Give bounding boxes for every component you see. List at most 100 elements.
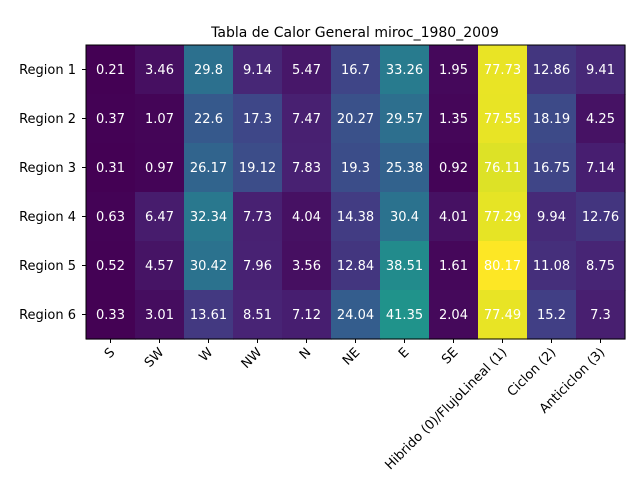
heatmap-cell — [527, 94, 577, 144]
cell-value-label: 7.12 — [292, 308, 321, 323]
heatmap-cell — [282, 192, 332, 242]
cell-value-label: 7.96 — [243, 259, 272, 274]
cell-value-label: 0.97 — [145, 161, 174, 176]
cell-value-label: 6.47 — [145, 210, 174, 225]
heatmap-cell — [184, 45, 234, 95]
heatmap-cell — [576, 290, 626, 340]
heatmap-cell — [380, 192, 430, 242]
cell-value-label: 7.3 — [590, 308, 611, 323]
heatmap-cell — [478, 192, 528, 242]
cell-value-label: 16.75 — [533, 161, 570, 176]
cell-value-label: 8.51 — [243, 308, 272, 323]
x-tick-label: SE — [439, 345, 461, 367]
heatmap-cell — [380, 94, 430, 144]
cell-value-label: 17.3 — [243, 112, 272, 127]
heatmap-cell — [233, 192, 283, 242]
y-tick-label: Region 4 — [19, 210, 76, 225]
heatmap-cell — [86, 192, 136, 242]
cell-value-label: 7.47 — [292, 112, 321, 127]
cell-value-label: 19.3 — [341, 161, 370, 176]
cell-labels: 0.21 3.46 29.8 9.14 5.47 16.7 33.26 1.95 77.73 12… — [96, 63, 619, 323]
cell-value-label: 7.83 — [292, 161, 321, 176]
cell-value-label: 12.76 — [582, 210, 619, 225]
x-tick-label: NW — [239, 345, 266, 372]
heatmap-cell — [576, 143, 626, 193]
cell-value-label: 77.29 — [484, 210, 521, 225]
heatmap-cell — [135, 192, 185, 242]
heatmap-cell — [86, 241, 136, 291]
heatmap-cell — [331, 45, 381, 95]
cell-value-label: 7.73 — [243, 210, 272, 225]
heatmap-cell — [576, 192, 626, 242]
heatmap-cell — [184, 290, 234, 340]
y-tick-label: Region 3 — [19, 161, 76, 176]
heatmap-cell — [576, 241, 626, 291]
cell-value-label: 16.7 — [341, 63, 370, 78]
heatmap-cell — [478, 45, 528, 95]
cell-value-label: 19.12 — [239, 161, 276, 176]
cell-value-label: 9.94 — [537, 210, 566, 225]
heatmap-cell — [233, 45, 283, 95]
x-tick-label: E — [396, 345, 412, 361]
cell-value-label: 5.47 — [292, 63, 321, 78]
heatmap-cell — [86, 45, 136, 95]
cell-value-label: 12.84 — [337, 259, 374, 274]
cell-value-label: 77.49 — [484, 308, 521, 323]
heatmap-cell — [135, 94, 185, 144]
x-tick-label: N — [297, 345, 314, 362]
heatmap-cell — [527, 241, 577, 291]
heatmap-cell — [233, 94, 283, 144]
heatmap-cell — [86, 290, 136, 340]
cell-value-label: 11.08 — [533, 259, 570, 274]
cell-value-label: 0.31 — [96, 161, 125, 176]
heatmap-cell — [429, 290, 479, 340]
heatmap-cell — [331, 241, 381, 291]
x-tick-label: W — [197, 345, 217, 365]
heatmap-cell — [135, 143, 185, 193]
heatmap-cell — [429, 143, 479, 193]
heatmap-cell — [233, 290, 283, 340]
heatmap-cell — [184, 241, 234, 291]
cell-value-label: 3.56 — [292, 259, 321, 274]
y-tick-label: Region 1 — [19, 63, 76, 78]
heatmap-cell — [282, 94, 332, 144]
plot-frame — [85, 44, 626, 340]
y-axis: Region 1 Region 2 Region 3 Region 4 Region 5… — [19, 63, 86, 323]
heatmap-cell — [478, 94, 528, 144]
heatmap-cell — [576, 45, 626, 95]
heatmap-cell — [184, 192, 234, 242]
y-tick-label: Region 6 — [19, 308, 76, 323]
heatmap-cell — [429, 94, 479, 144]
cell-value-label: 13.61 — [190, 308, 227, 323]
cell-value-label: 15.2 — [537, 308, 566, 323]
cell-value-label: 26.17 — [190, 161, 227, 176]
cell-value-label: 7.14 — [586, 161, 615, 176]
cell-value-label: 14.38 — [337, 210, 374, 225]
heatmap-cell — [429, 192, 479, 242]
cell-value-label: 25.38 — [386, 161, 423, 176]
heatmap-cell — [282, 241, 332, 291]
heatmap-cell — [282, 290, 332, 340]
y-tick-label: Region 5 — [19, 259, 76, 274]
cell-value-label: 1.35 — [439, 112, 468, 127]
heatmap-cell — [380, 143, 430, 193]
cell-value-label: 41.35 — [386, 308, 423, 323]
cell-value-label: 30.42 — [190, 259, 227, 274]
heatmap-cell — [86, 94, 136, 144]
heatmap-cell — [233, 241, 283, 291]
heatmap-cell — [135, 45, 185, 95]
heatmap-cell — [282, 143, 332, 193]
heatmap-cell — [576, 94, 626, 144]
heatmap-cell — [331, 192, 381, 242]
cell-value-label: 4.04 — [292, 210, 321, 225]
chart-title: Tabla de Calor General miroc_1980_2009 — [210, 25, 499, 41]
cell-value-label: 22.6 — [194, 112, 223, 127]
cell-value-label: 20.27 — [337, 112, 374, 127]
x-tick-label: S — [102, 345, 118, 361]
heatmap-cell — [527, 143, 577, 193]
cell-value-label: 1.07 — [145, 112, 174, 127]
heatmap-cell — [233, 143, 283, 193]
cell-value-label: 18.19 — [533, 112, 570, 127]
heatmap-cell — [184, 94, 234, 144]
